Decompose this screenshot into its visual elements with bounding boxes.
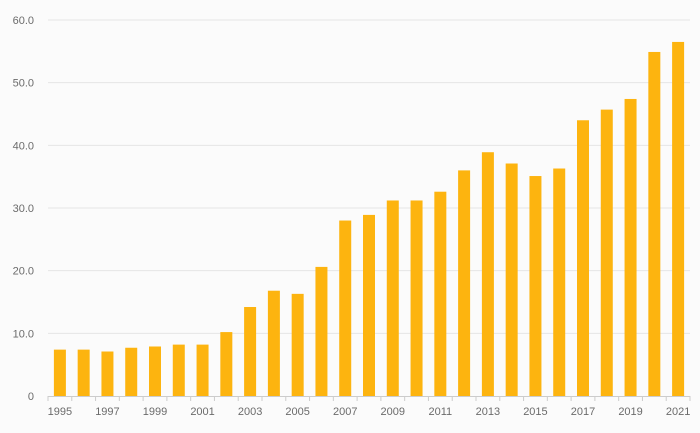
bar-1995: [53, 349, 66, 396]
bar-1996: [77, 349, 90, 396]
y-tick-label: 60.0: [13, 15, 34, 27]
x-tick-label: 1995: [48, 406, 72, 418]
x-tick-label: 2005: [285, 406, 309, 418]
bar-2000: [172, 344, 185, 396]
bar-2003: [244, 307, 257, 396]
bar-2016: [553, 168, 566, 396]
bar-2001: [196, 344, 209, 396]
x-tick-label: 2019: [618, 406, 642, 418]
y-tick-label: 0: [28, 391, 34, 403]
bar-2017: [577, 120, 589, 397]
x-tick-label: 2003: [238, 406, 262, 418]
bar-2005: [291, 293, 304, 396]
x-tick-label: 2015: [523, 406, 547, 418]
x-tick-label: 2021: [666, 406, 690, 418]
bar-2014: [505, 163, 518, 396]
x-tick-label: 2009: [381, 406, 405, 418]
y-tick-label: 50.0: [13, 78, 34, 90]
bar-2018: [600, 109, 613, 396]
bar-2015: [529, 176, 542, 396]
bar-2012: [458, 170, 471, 396]
x-tick-label: 2017: [571, 406, 595, 418]
bar-2006: [315, 266, 328, 396]
bar-2019: [624, 98, 637, 397]
bar-2004: [267, 290, 280, 396]
x-tick-label: 2007: [333, 406, 357, 418]
y-axis-tick-labels: 0 10.0 20.0 30.0 40.0 50.0 60.0: [13, 15, 34, 403]
bar-2002: [220, 332, 233, 396]
x-tick-label: 1999: [143, 406, 167, 418]
bar-2011: [434, 191, 447, 396]
y-tick-label: 40.0: [13, 140, 34, 152]
bar-2013: [481, 152, 494, 396]
y-tick-label: 30.0: [13, 203, 34, 215]
x-tick-label: 2001: [190, 406, 214, 418]
y-tick-label: 10.0: [13, 328, 34, 340]
bar-2021: [672, 41, 685, 396]
x-axis-tick-labels: 1995 1997 1999 2001 2003 2005 2007 2009 2011 2013…: [48, 406, 691, 418]
bar-2020: [648, 51, 661, 397]
x-axis: [47, 396, 691, 401]
x-tick-label: 2011: [429, 406, 453, 418]
x-tick-label: 2013: [476, 406, 500, 418]
bar-2008: [363, 214, 375, 396]
bar-2009: [386, 200, 399, 396]
x-tick-label: 1997: [95, 406, 119, 418]
bar-1999: [149, 346, 161, 396]
bar-1998: [125, 347, 138, 396]
bar-2007: [339, 220, 352, 396]
bar-2010: [410, 200, 423, 396]
bar-1997: [101, 351, 114, 396]
y-tick-label: 20.0: [13, 266, 34, 278]
bars: [53, 41, 685, 397]
